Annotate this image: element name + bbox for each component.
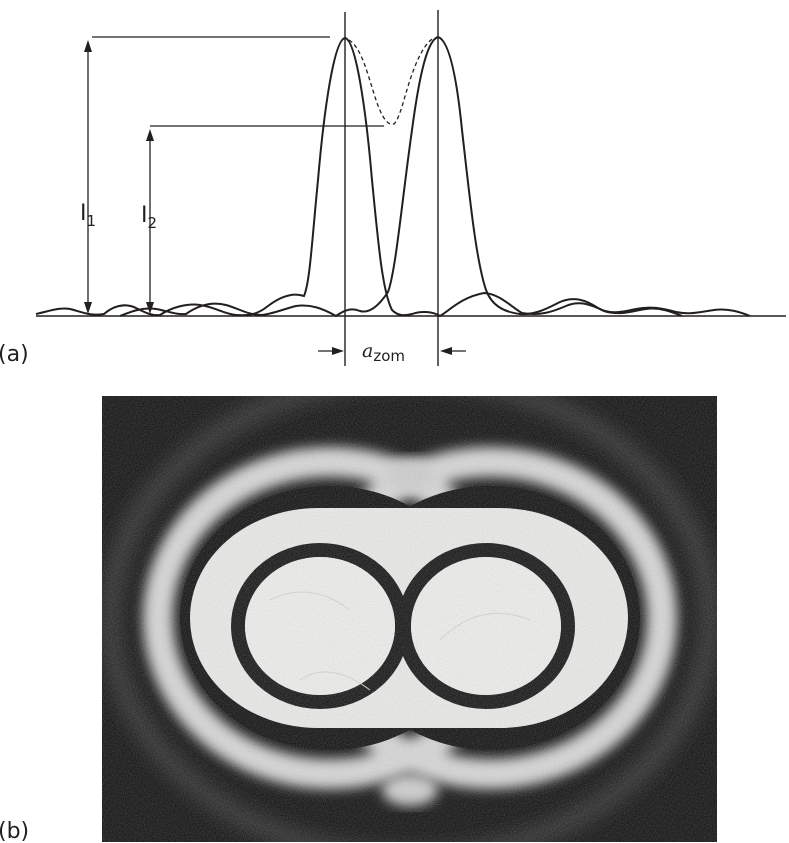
i2-subscript: 2 xyxy=(148,214,158,232)
i2-arrow-up-head xyxy=(146,129,154,141)
i1-arrow-up-head xyxy=(84,40,92,52)
i1-arrow-down-head xyxy=(84,302,92,314)
separation-label: azom xyxy=(362,340,405,365)
panel-b-label: (b) xyxy=(0,819,29,843)
panel-a-diagram: I1 I2 azom (a) xyxy=(0,10,786,367)
panel-a-label: (a) xyxy=(0,342,29,367)
separation-arrow-right-head xyxy=(440,347,452,355)
i1-subscript: 1 xyxy=(87,212,97,230)
i2-label: I2 xyxy=(141,203,157,232)
airy-curve-right xyxy=(119,35,751,318)
airy-curve-left xyxy=(35,36,683,318)
summed-profile-dashed xyxy=(348,37,435,125)
photo-grain xyxy=(102,396,717,842)
separation-arrow-left-head xyxy=(332,347,344,355)
i1-label: I1 xyxy=(80,201,96,230)
panel-b-photo xyxy=(102,396,717,842)
separation-subscript: zom xyxy=(373,347,405,365)
